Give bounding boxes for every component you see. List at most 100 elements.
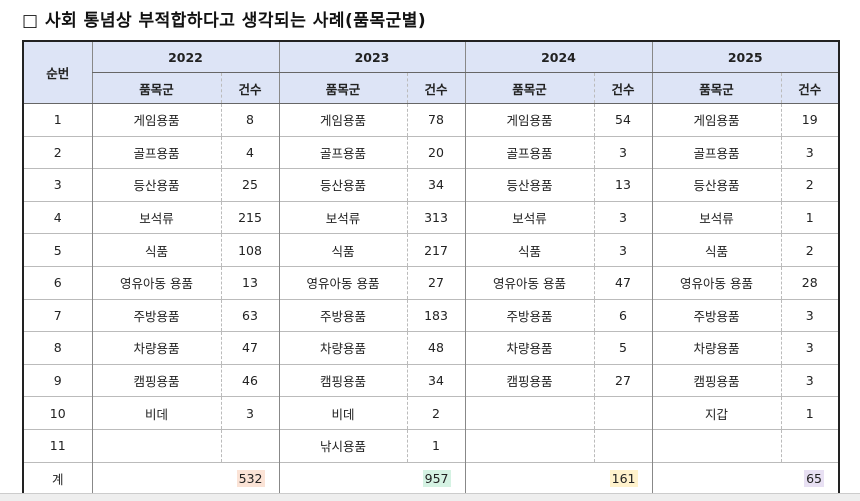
item-cell: 비데 (91, 396, 221, 430)
count-cell: 4 (220, 135, 279, 169)
count-cell: 217 (406, 233, 465, 267)
item-cell: 낚시용품 (278, 428, 407, 463)
table-row: 5 식품 108 식품 217 식품 3 식품 2 (22, 233, 839, 267)
total-value: 161 (609, 469, 638, 487)
count-cell: 1 (406, 428, 465, 463)
item-cell: 게임용품 (464, 103, 594, 137)
header-count: 건수 (220, 72, 279, 104)
total-value: 957 (422, 469, 451, 487)
count-cell: 6 (593, 298, 652, 332)
row-number: 2 (22, 135, 92, 169)
count-cell: 3 (593, 135, 652, 169)
item-cell: 캠핑용품 (464, 363, 594, 397)
count-cell: 13 (220, 265, 279, 300)
row-number: 10 (22, 396, 92, 430)
count-cell: 3 (593, 233, 652, 267)
count-cell: 47 (593, 265, 652, 300)
count-cell: 78 (406, 103, 465, 137)
total-cell: 161 (464, 461, 652, 496)
item-cell: 게임용품 (91, 103, 221, 137)
table-row: 9 캠핑용품 46 캠핑용품 34 캠핑용품 27 캠핑용품 3 (22, 363, 839, 397)
item-cell: 식품 (651, 233, 781, 267)
item-cell (91, 428, 221, 463)
count-cell: 25 (220, 168, 279, 202)
item-cell: 주방용품 (278, 298, 407, 332)
row-number: 11 (22, 428, 92, 463)
item-cell: 골프용품 (278, 135, 407, 169)
header-year: 2023 (278, 40, 465, 73)
row-number: 7 (22, 298, 92, 332)
total-cell: 65 (651, 461, 839, 496)
item-cell: 등산용품 (464, 168, 594, 202)
item-cell: 차량용품 (278, 331, 407, 365)
header-item: 품목군 (91, 72, 221, 104)
count-cell: 20 (406, 135, 465, 169)
count-cell: 3 (780, 363, 839, 397)
header-count: 건수 (406, 72, 465, 104)
header-item: 품목군 (464, 72, 594, 104)
count-cell: 27 (406, 265, 465, 300)
table-row: 7 주방용품 63 주방용품 183 주방용품 6 주방용품 3 (22, 298, 839, 332)
item-cell: 비데 (278, 396, 407, 430)
item-cell: 캠핑용품 (278, 363, 407, 397)
item-cell: 등산용품 (91, 168, 221, 202)
page-title: □ 사회 통념상 부적합하다고 생각되는 사례(품목군별) (22, 11, 427, 31)
table-row: 3 등산용품 25 등산용품 34 등산용품 13 등산용품 2 (22, 168, 839, 202)
count-cell: 3 (593, 200, 652, 234)
count-cell: 3 (780, 331, 839, 365)
table-row: 11 낚시용품 1 (22, 428, 839, 463)
count-cell: 2 (780, 233, 839, 267)
row-number: 4 (22, 200, 92, 234)
table-row: 8 차량용품 47 차량용품 48 차량용품 5 차량용품 3 (22, 331, 839, 365)
count-cell: 215 (220, 200, 279, 234)
header-year: 2025 (651, 40, 839, 73)
count-cell: 183 (406, 298, 465, 332)
item-cell: 영유아동 용품 (464, 265, 594, 300)
item-cell: 주방용품 (91, 298, 221, 332)
total-row: 계 532 957 161 65 (22, 461, 839, 496)
count-cell: 28 (780, 265, 839, 300)
item-cell: 영유아동 용품 (278, 265, 407, 300)
header-year: 2022 (91, 40, 279, 73)
item-cell: 보석류 (651, 200, 781, 234)
count-cell: 8 (220, 103, 279, 137)
item-cell: 게임용품 (651, 103, 781, 137)
item-cell: 골프용품 (464, 135, 594, 169)
item-cell: 영유아동 용품 (651, 265, 781, 300)
item-cell: 차량용품 (464, 331, 594, 365)
count-cell: 313 (406, 200, 465, 234)
row-number: 5 (22, 233, 92, 267)
bottom-scrollbar[interactable] (0, 493, 860, 501)
header-year: 2024 (464, 40, 652, 73)
count-cell: 13 (593, 168, 652, 202)
item-cell: 차량용품 (91, 331, 221, 365)
item-cell: 보석류 (278, 200, 407, 234)
row-number: 8 (22, 331, 92, 365)
item-cell: 차량용품 (651, 331, 781, 365)
count-cell: 46 (220, 363, 279, 397)
row-number: 1 (22, 103, 92, 137)
table-row: 1 게임용품 8 게임용품 78 게임용품 54 게임용품 19 (22, 103, 839, 137)
item-cell (651, 428, 781, 463)
table-row: 2 골프용품 4 골프용품 20 골프용품 3 골프용품 3 (22, 135, 839, 169)
item-cell: 식품 (464, 233, 594, 267)
item-cell: 골프용품 (91, 135, 221, 169)
header-no: 순번 (22, 40, 92, 104)
item-cell: 영유아동 용품 (91, 265, 221, 300)
total-value: 532 (236, 469, 265, 487)
header-count: 건수 (593, 72, 652, 104)
table-row: 10 비데 3 비데 2 지갑 1 (22, 396, 839, 430)
row-number: 3 (22, 168, 92, 202)
count-cell (220, 428, 279, 463)
item-cell: 등산용품 (651, 168, 781, 202)
count-cell: 3 (780, 298, 839, 332)
item-cell: 주방용품 (464, 298, 594, 332)
item-cell: 캠핑용품 (91, 363, 221, 397)
count-cell: 54 (593, 103, 652, 137)
count-cell (593, 428, 652, 463)
item-cell: 지갑 (651, 396, 781, 430)
count-cell: 1 (780, 396, 839, 430)
header-count: 건수 (780, 72, 839, 104)
count-cell: 27 (593, 363, 652, 397)
count-cell: 3 (780, 135, 839, 169)
